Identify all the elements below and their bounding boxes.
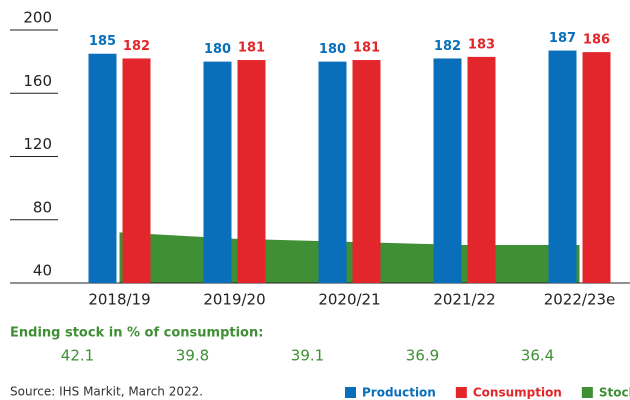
bar: [237, 60, 266, 284]
x-tick-label: 2020/21: [318, 291, 380, 309]
legend-label: Consumption: [473, 386, 562, 400]
legend-swatch: [455, 387, 467, 398]
bar-label: 182: [434, 39, 461, 54]
bar: [467, 56, 496, 283]
legend-swatch: [581, 387, 593, 398]
bar-label: 181: [238, 41, 265, 56]
stock-pct: 36.4: [521, 347, 554, 365]
x-tick-label: 2019/20: [203, 291, 265, 309]
bar: [88, 53, 117, 283]
legend-swatch: [345, 387, 356, 398]
bar: [352, 60, 381, 284]
x-tick-label: 2018/19: [88, 291, 150, 309]
bar-label: 182: [123, 39, 150, 54]
stock-title: Ending stock in % of consumption:: [10, 326, 263, 341]
y-tick-label: 120: [23, 135, 52, 153]
bar: [548, 50, 577, 284]
y-tick-label: 160: [23, 72, 52, 90]
stock-pct: 42.1: [61, 347, 94, 365]
bar-label: 183: [468, 37, 495, 52]
x-tick-label: 2021/22: [433, 291, 495, 309]
bar-label: 180: [204, 42, 231, 57]
stock-area: [119, 232, 580, 283]
bar: [433, 58, 462, 284]
bar: [318, 61, 347, 283]
source: Source: IHS Markit, March 2022.: [10, 385, 203, 399]
y-tick-label: 200: [23, 9, 52, 27]
bar-label: 180: [319, 42, 346, 57]
y-tick-label: 80: [33, 198, 52, 216]
bar: [203, 61, 232, 283]
stock-pct: 39.1: [291, 347, 324, 365]
bar: [122, 58, 151, 284]
y-tick-label: 40: [33, 262, 52, 280]
bar: [582, 52, 611, 284]
bar-label: 181: [353, 41, 380, 56]
bar-label: 185: [89, 34, 116, 49]
legend-label: Stock: [599, 386, 630, 400]
bar-label: 187: [549, 31, 576, 46]
x-tick-label: 2022/23e: [544, 291, 616, 309]
stock-pct: 36.9: [406, 347, 439, 365]
legend-label: Production: [362, 386, 436, 400]
stock-pct: 39.8: [176, 347, 209, 365]
bar-label: 186: [583, 33, 610, 48]
